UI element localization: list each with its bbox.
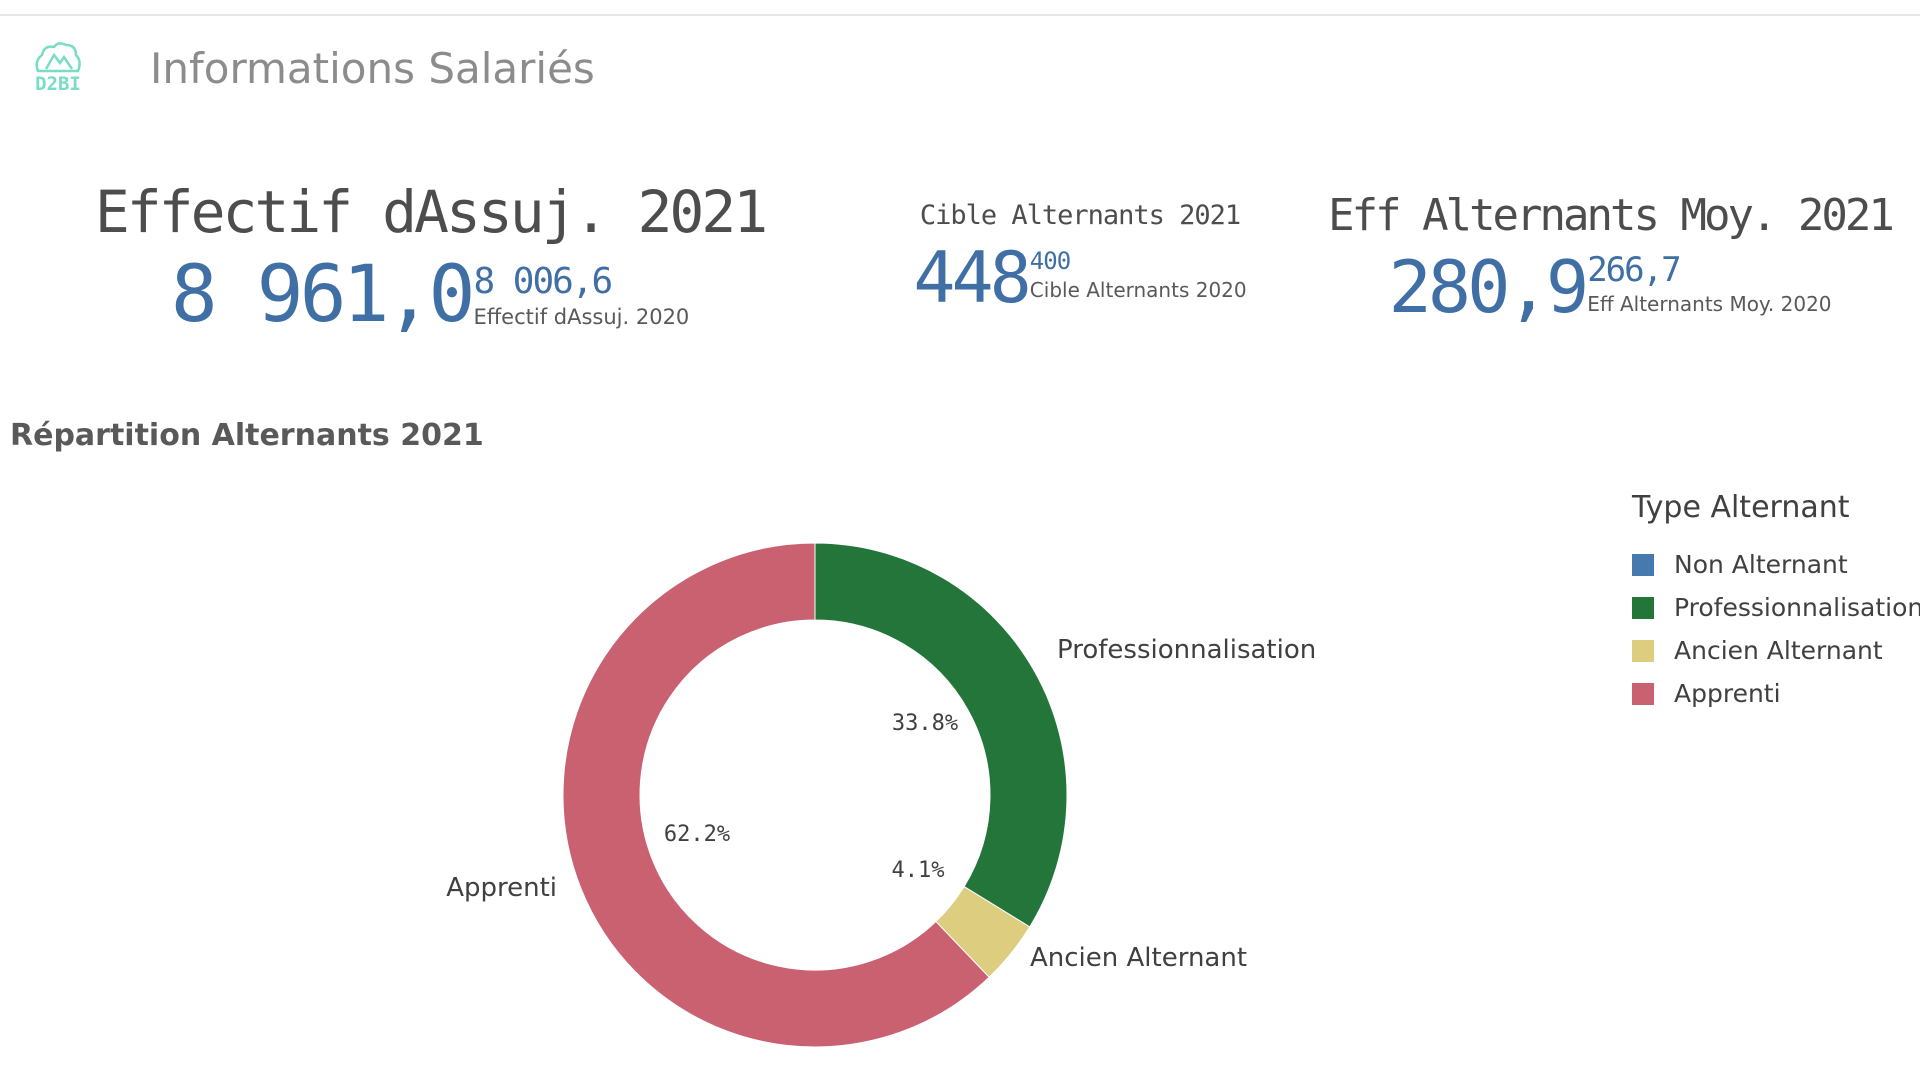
legend-item[interactable]: Non Alternant	[1632, 543, 1920, 586]
d2bi-logo: D2BI	[28, 33, 88, 103]
kpi-value: 8 961,0	[170, 250, 476, 340]
kpi-value: 280,9	[1388, 245, 1589, 329]
chart-legend: Type Alternant Non Alternant Professionn…	[1632, 490, 1920, 715]
legend-swatch	[1632, 639, 1654, 662]
slice-name-label: Ancien Alternant	[1030, 943, 1247, 973]
logo-text: D2BI	[35, 73, 81, 95]
legend-swatch	[1632, 553, 1654, 576]
page-title: Informations Salariés	[150, 43, 595, 93]
donut-slice-apprenti[interactable]	[562, 542, 990, 1048]
legend-label: Apprenti	[1674, 679, 1781, 708]
donut-slice-professionnalisation[interactable]	[814, 542, 1068, 928]
kpi-previous-value: 400	[1029, 247, 1071, 275]
logo-emblem-icon	[35, 42, 81, 73]
kpi-previous-label: Cible Alternants 2020	[1029, 278, 1247, 302]
kpi-effectif-assujettis[interactable]: Effectif dAssuj. 2021 8 961,0 8 006,6 Ef…	[95, 178, 768, 340]
slice-percent-label: 33.8%	[892, 711, 958, 736]
kpi-value: 448	[913, 237, 1031, 319]
kpi-title: Eff Alternants Moy. 2021	[1328, 190, 1895, 241]
legend-label: Professionnalisation	[1674, 593, 1920, 622]
slice-percent-label: 4.1%	[892, 858, 945, 883]
kpi-previous-value: 8 006,6	[473, 261, 613, 302]
legend-item[interactable]: Professionnalisation	[1632, 586, 1920, 629]
legend-label: Non Alternant	[1674, 550, 1848, 579]
kpi-title: Effectif dAssuj. 2021	[94, 178, 768, 246]
kpi-previous-value: 266,7	[1587, 250, 1681, 290]
kpi-cible-alternants[interactable]: Cible Alternants 2021 448 400 Cible Alte…	[900, 200, 1260, 313]
legend-swatch	[1632, 596, 1654, 619]
app-header: D2BI Informations Salariés	[28, 28, 595, 108]
kpi-eff-alternants-moy[interactable]: Eff Alternants Moy. 2021 280,9 266,7 Eff…	[1328, 190, 1895, 329]
legend-title: Type Alternant	[1632, 490, 1850, 525]
top-divider	[0, 14, 1920, 16]
kpi-title: Cible Alternants 2021	[919, 200, 1241, 231]
slice-name-label: Professionnalisation	[1057, 635, 1316, 665]
legend-item[interactable]: Apprenti	[1632, 672, 1920, 715]
slice-name-label: Apprenti	[446, 873, 557, 903]
kpi-previous-label: Effectif dAssuj. 2020	[473, 305, 690, 329]
chart-title: Répartition Alternants 2021	[10, 418, 484, 453]
legend-item[interactable]: Ancien Alternant	[1632, 629, 1920, 672]
legend-label: Ancien Alternant	[1674, 636, 1883, 665]
legend-swatch	[1632, 682, 1654, 705]
slice-percent-label: 62.2%	[664, 822, 730, 847]
kpi-previous-label: Eff Alternants Moy. 2020	[1587, 292, 1832, 316]
